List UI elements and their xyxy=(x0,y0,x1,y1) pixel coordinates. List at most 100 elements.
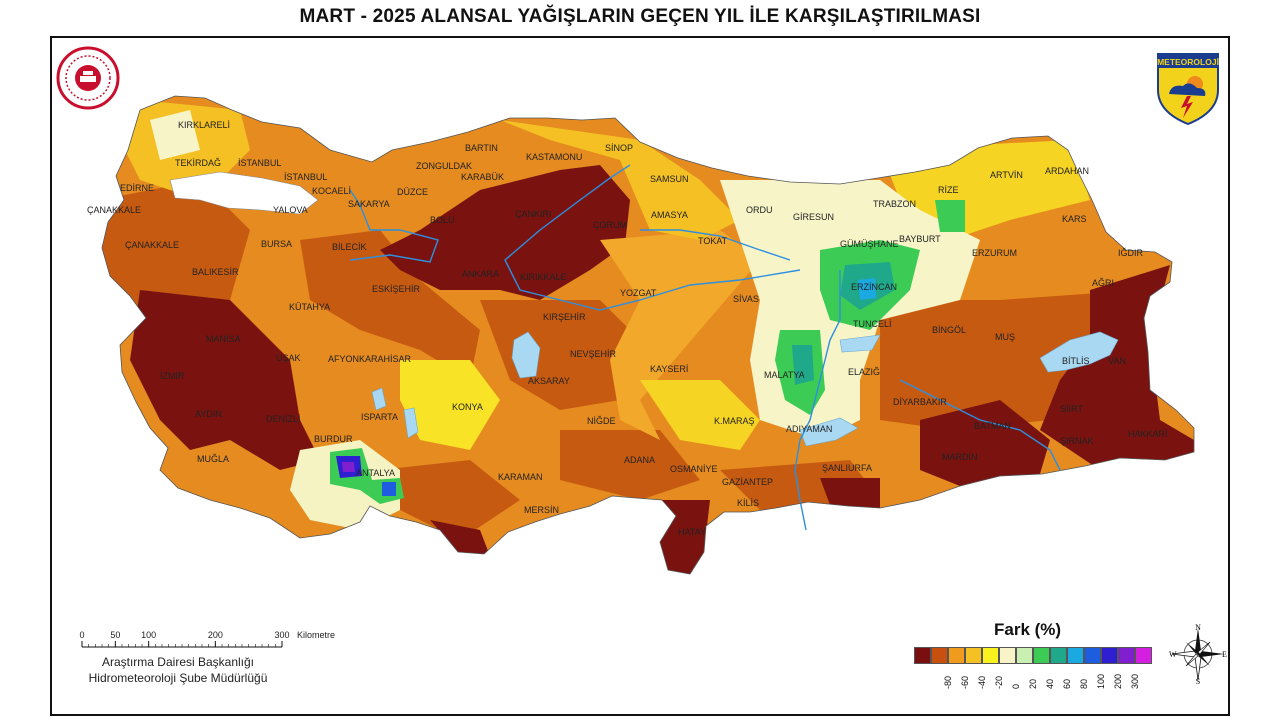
city-label: RİZE xyxy=(938,185,959,195)
city-label: EDİRNE xyxy=(120,183,154,193)
city-label: BAYBURT xyxy=(899,234,941,244)
map-frame xyxy=(50,36,1230,716)
legend-swatch xyxy=(982,647,999,664)
legend-tick-label: 60 xyxy=(1062,678,1072,689)
city-label: ÇANKIRI xyxy=(515,209,552,219)
credits-line-2: Hidrometeoroloji Şube Müdürlüğü xyxy=(88,671,268,685)
legend-swatch xyxy=(931,647,948,664)
city-label: ELAZIĞ xyxy=(848,367,880,377)
ataturk-dam-lake xyxy=(799,417,859,447)
city-label: ŞANLIURFA xyxy=(822,463,872,473)
city-label: ARDAHAN xyxy=(1045,166,1089,176)
city-label: BARTIN xyxy=(465,143,498,153)
city-label: İSTANBUL xyxy=(284,172,327,182)
sakarya-river xyxy=(349,189,439,263)
anomaly-zones xyxy=(102,100,1194,574)
city-label: ZONGULDAK xyxy=(416,161,472,171)
city-label: NİĞDE xyxy=(587,416,616,426)
legend-tick-label: 40 xyxy=(1045,678,1055,689)
city-label: KOCAELİ xyxy=(312,186,351,196)
map-title: MART - 2025 ALANSAL YAĞIŞLARIN GEÇEN YIL… xyxy=(299,6,981,27)
city-label: YALOVA xyxy=(273,205,308,215)
city-label: ANTALYA xyxy=(356,468,395,478)
city-label: MARDİN xyxy=(942,452,978,462)
city-label: KIRIKKALE xyxy=(520,272,567,282)
city-label: KONYA xyxy=(452,402,483,412)
city-label: KİLİS xyxy=(737,498,759,508)
city-label: MUŞ xyxy=(995,332,1015,342)
city-label: KARS xyxy=(1062,214,1087,224)
city-label: TRABZON xyxy=(873,199,916,209)
legend-tick-label: -20 xyxy=(994,675,1004,689)
city-label: HAKKARİ xyxy=(1128,429,1168,439)
legend-swatch xyxy=(914,647,931,664)
scale-unit: Kilometre xyxy=(297,630,335,640)
city-label: ÇORUM xyxy=(593,220,627,230)
city-label: K.MARAŞ xyxy=(714,416,755,426)
city-label: ARTVİN xyxy=(990,170,1023,180)
coastline xyxy=(101,95,1195,575)
ministry-seal-logo xyxy=(56,46,120,110)
city-label: NEVŞEHİR xyxy=(570,349,617,359)
city-label: SAMSUN xyxy=(650,174,689,184)
sea-of-marmara xyxy=(169,171,319,215)
credits-line-1: Araştırma Dairesi Başkanlığı xyxy=(101,655,255,669)
city-label: GÜMÜŞHANE xyxy=(840,239,899,249)
city-label: ESKİŞEHİR xyxy=(372,284,421,294)
legend-swatch xyxy=(1033,647,1050,664)
city-label: ORDU xyxy=(746,205,773,215)
lake-keban xyxy=(839,334,881,353)
legend-tick-label: 300 xyxy=(1130,673,1140,689)
legend-tick-label: 0 xyxy=(1011,683,1021,689)
scale-bar: 0 50 100 200 300 Kilometre xyxy=(79,630,335,648)
city-label: DİYARBAKIR xyxy=(893,397,947,407)
city-label: AĞRI xyxy=(1092,278,1114,288)
lake-beysehir xyxy=(371,387,387,411)
city-label: BURDUR xyxy=(314,434,353,444)
compass-n: N xyxy=(1195,624,1201,632)
city-label: BİLECİK xyxy=(332,242,367,252)
city-label: AKSARAY xyxy=(528,376,570,386)
city-label: MUĞLA xyxy=(197,454,229,464)
tigris-river xyxy=(899,379,1061,471)
legend-swatch xyxy=(999,647,1016,664)
meteoroloji-badge-logo: METEOROLOJİ xyxy=(1157,53,1219,126)
badge-label: METEOROLOJİ xyxy=(1157,57,1219,67)
legend-tick-label: 80 xyxy=(1079,678,1089,689)
lake-egirdir xyxy=(403,407,419,439)
legend-swatch xyxy=(1050,647,1067,664)
city-label: BİNGÖL xyxy=(932,325,966,335)
city-label: SİİRT xyxy=(1060,404,1083,414)
compass-w: W xyxy=(1169,650,1177,659)
city-label: GİRESUN xyxy=(793,212,834,222)
legend-swatch xyxy=(1135,647,1152,664)
city-label: ADANA xyxy=(624,455,655,465)
legend-tick-label: -80 xyxy=(943,675,953,689)
legend-tick-label: 100 xyxy=(1096,673,1106,689)
compass-rose-icon: N S W E xyxy=(1169,624,1227,684)
lake-tuz xyxy=(511,331,541,379)
scale-tick-label: 300 xyxy=(274,630,289,640)
legend-swatch xyxy=(948,647,965,664)
city-label: ADIYAMAN xyxy=(786,424,832,434)
city-label: GAZİANTEP xyxy=(722,477,773,487)
city-label: MERSİN xyxy=(524,505,559,515)
city-label: AMASYA xyxy=(651,210,688,220)
city-label: AYDIN xyxy=(195,409,222,419)
legend-tick-label: -60 xyxy=(960,675,970,689)
city-label: BALIKESİR xyxy=(192,267,239,277)
scale-tick-label: 0 xyxy=(79,630,84,640)
legend-title: Fark (%) xyxy=(994,620,1062,639)
city-label: ÇANAKKALE xyxy=(87,205,141,215)
city-label: AFYONKARAHİSAR xyxy=(328,354,412,364)
city-label: HATAY xyxy=(678,527,706,537)
legend-tick-label: 20 xyxy=(1028,678,1038,689)
legend-swatch xyxy=(1016,647,1033,664)
city-label: OSMANİYE xyxy=(670,464,718,474)
city-label: DÜZCE xyxy=(397,187,428,197)
city-label: İZMİR xyxy=(160,371,185,381)
city-label: MANİSA xyxy=(206,334,241,344)
city-label: TEKİRDAĞ xyxy=(175,158,221,168)
city-label: ISPARTA xyxy=(361,412,398,422)
